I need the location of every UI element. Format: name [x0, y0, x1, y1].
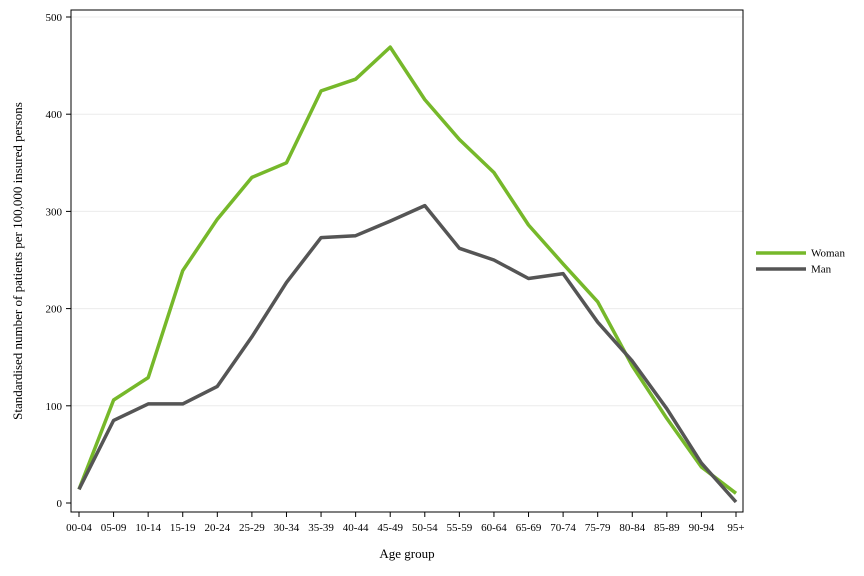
- x-tick-label: 00-04: [66, 522, 92, 534]
- x-tick-label: 35-39: [308, 522, 334, 534]
- x-tick-label: 20-24: [204, 522, 230, 534]
- legend: Woman Man: [756, 248, 845, 276]
- x-tick-label: 30-34: [274, 522, 300, 534]
- x-tick-label: 55-59: [447, 522, 473, 534]
- y-tick-label: 500: [46, 12, 63, 24]
- y-tick-label: 300: [46, 206, 63, 218]
- x-tick-label: 05-09: [101, 522, 127, 534]
- x-tick-label: 65-69: [516, 522, 542, 534]
- x-tick-label: 40-44: [343, 522, 369, 534]
- plot-frame: [70, 9, 744, 513]
- series-lines: [77, 45, 738, 504]
- y-tick-label: 200: [46, 304, 63, 316]
- x-tick-label: 80-84: [619, 522, 645, 534]
- y-tick-label: 400: [46, 109, 63, 121]
- x-axis-title: Age group: [379, 546, 434, 561]
- y-tick-label: 0: [57, 498, 63, 510]
- x-tick-label: 75-79: [585, 522, 611, 534]
- x-axis: 00-04 05-09 10-14 15-19 20-24 25-29 30-34 35-39…: [66, 512, 745, 534]
- y-tick-label: 100: [46, 401, 63, 413]
- series-line-man: [77, 203, 738, 504]
- x-tick-label: 25-29: [239, 522, 265, 534]
- x-tick-label: 15-19: [170, 522, 196, 534]
- x-tick-label: 95+: [727, 522, 744, 534]
- x-tick-label: 45-49: [377, 522, 403, 534]
- gridlines: [71, 16, 743, 407]
- x-tick-label: 90-94: [689, 522, 715, 534]
- legend-label-man: Man: [811, 264, 832, 276]
- x-tick-label: 85-89: [654, 522, 680, 534]
- y-axis-title: Standardised number of patients per 100,…: [10, 102, 25, 420]
- x-tick-label: 50-54: [412, 522, 438, 534]
- x-tick-label: 60-64: [481, 522, 507, 534]
- x-tick-label: 10-14: [135, 522, 161, 534]
- y-axis: 0 100 200 300 400 500: [46, 12, 71, 510]
- x-tick-label: 70-74: [550, 522, 576, 534]
- legend-label-woman: Woman: [811, 248, 845, 260]
